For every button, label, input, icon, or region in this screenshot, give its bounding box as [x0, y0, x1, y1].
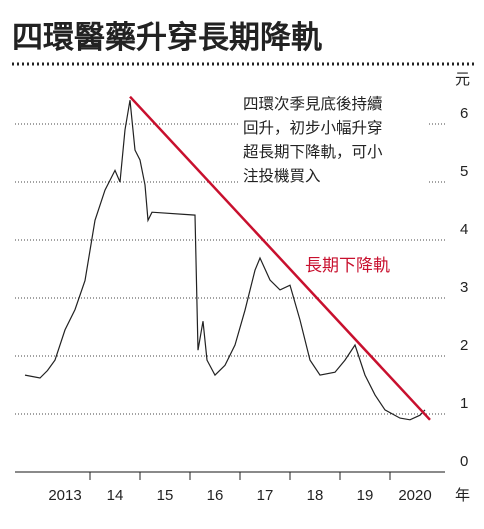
- x-tick-label: 16: [207, 487, 224, 504]
- note-line: 注投機買入: [243, 167, 321, 185]
- x-tick-label: 19: [357, 487, 374, 504]
- x-tick-label: 2020: [398, 487, 431, 504]
- y-tick-label: 5: [460, 163, 468, 180]
- note-line: 回升，初步小幅升穿: [243, 119, 383, 137]
- y-tick-label: 2: [460, 337, 468, 354]
- trend-line: [129, 95, 431, 421]
- y-unit: 元: [455, 71, 470, 88]
- y-tick-label: 4: [460, 221, 468, 238]
- y-tick-label: 1: [460, 395, 468, 412]
- chart-title: 四環醫藥升穿長期降軌: [12, 20, 322, 55]
- x-tick-label: 15: [157, 487, 174, 504]
- x-unit: 年: [455, 487, 470, 504]
- x-tick-label: 2013: [48, 487, 81, 504]
- y-tick-label: 6: [460, 105, 468, 122]
- note-line: 四環次季見底後持續: [243, 95, 383, 113]
- y-tick-label: 0: [460, 453, 468, 470]
- note-box: [238, 90, 428, 186]
- x-tick-label: 14: [107, 487, 124, 504]
- x-tick-label: 17: [257, 487, 274, 504]
- y-tick-label: 3: [460, 279, 468, 296]
- trend-label: 長期下降軌: [305, 256, 390, 275]
- note-line: 超長期下降軌，可小: [243, 143, 383, 161]
- price-line: [24, 100, 426, 421]
- x-tick-label: 18: [307, 487, 324, 504]
